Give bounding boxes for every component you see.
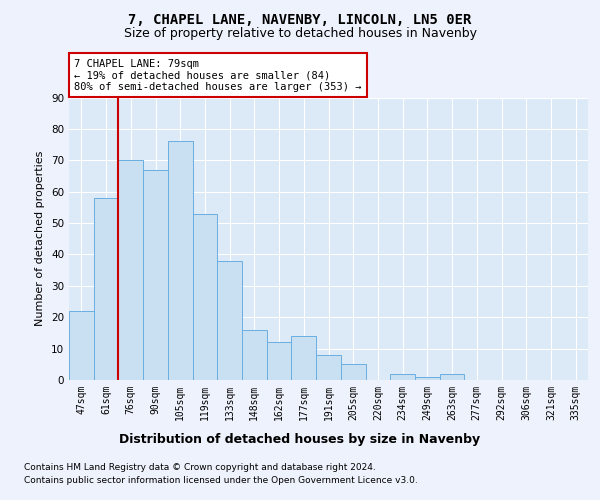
Bar	[69, 311, 94, 380]
Bar	[267, 342, 292, 380]
Bar	[316, 355, 341, 380]
Bar	[415, 377, 440, 380]
Bar	[390, 374, 415, 380]
Y-axis label: Number of detached properties: Number of detached properties	[35, 151, 46, 326]
Bar	[242, 330, 267, 380]
Bar	[440, 374, 464, 380]
Bar	[94, 198, 118, 380]
Text: Contains HM Land Registry data © Crown copyright and database right 2024.: Contains HM Land Registry data © Crown c…	[24, 462, 376, 471]
Text: 7 CHAPEL LANE: 79sqm
← 19% of detached houses are smaller (84)
80% of semi-detac: 7 CHAPEL LANE: 79sqm ← 19% of detached h…	[74, 58, 362, 92]
Text: Distribution of detached houses by size in Navenby: Distribution of detached houses by size …	[119, 432, 481, 446]
Text: Contains public sector information licensed under the Open Government Licence v3: Contains public sector information licen…	[24, 476, 418, 485]
Text: 7, CHAPEL LANE, NAVENBY, LINCOLN, LN5 0ER: 7, CHAPEL LANE, NAVENBY, LINCOLN, LN5 0E…	[128, 12, 472, 26]
Bar	[118, 160, 143, 380]
Bar	[193, 214, 217, 380]
Text: Size of property relative to detached houses in Navenby: Size of property relative to detached ho…	[124, 28, 476, 40]
Bar	[143, 170, 168, 380]
Bar	[168, 142, 193, 380]
Bar	[292, 336, 316, 380]
Bar	[217, 260, 242, 380]
Bar	[341, 364, 365, 380]
